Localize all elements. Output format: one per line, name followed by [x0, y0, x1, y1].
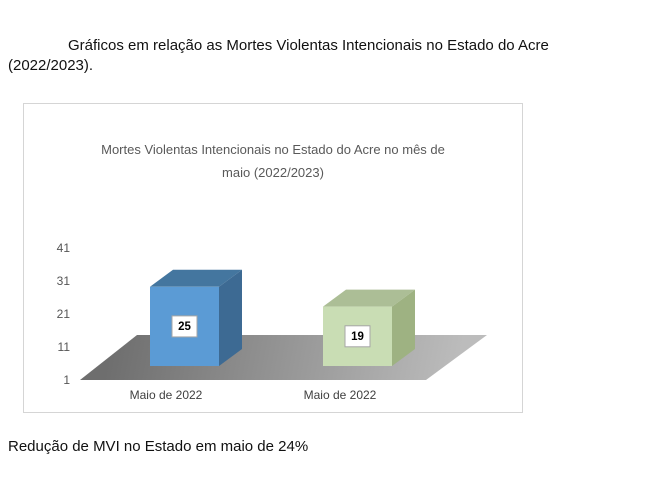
chart-canvas: 25 19: [80, 269, 487, 380]
bar-0-data-label: 25: [178, 321, 191, 333]
intro-line-2: (2022/2023).: [8, 57, 94, 74]
intro-paragraph: Gráficos em relação as Mortes Violentas …: [8, 36, 604, 76]
x-axis-label: Maio de 2022: [303, 388, 377, 402]
caption-text: Redução de MVI no Estado em maio de 24%: [8, 438, 309, 455]
bar-1-top: [323, 289, 415, 307]
chart-floor: [80, 335, 487, 380]
bar-0-label-box: [171, 315, 198, 338]
y-axis-tick: 31: [56, 274, 70, 288]
chart-title-line-2: maio (2022/2023): [222, 165, 324, 180]
bar-1-side: [392, 289, 415, 366]
y-axis-tick: 11: [57, 340, 70, 354]
bar-0-side: [219, 269, 242, 366]
chart-title-line-1: Mortes Violentas Intencionais no Estado …: [101, 142, 445, 157]
y-axis-tick: 1: [63, 373, 70, 387]
bar-1-data-label: 19: [351, 331, 364, 343]
intro-line-1: Gráficos em relação as Mortes Violentas …: [68, 37, 549, 54]
bar-0-top: [150, 269, 242, 287]
chart-title: Mortes Violentas Intencionais no Estado …: [24, 138, 522, 184]
y-axis-tick: 21: [56, 307, 70, 321]
bar-1-label-box: [344, 325, 371, 348]
chart-frame[interactable]: Mortes Violentas Intencionais no Estado …: [23, 103, 523, 413]
y-axis-tick: 41: [56, 241, 70, 255]
x-axis-label: Maio de 2022: [129, 388, 203, 402]
